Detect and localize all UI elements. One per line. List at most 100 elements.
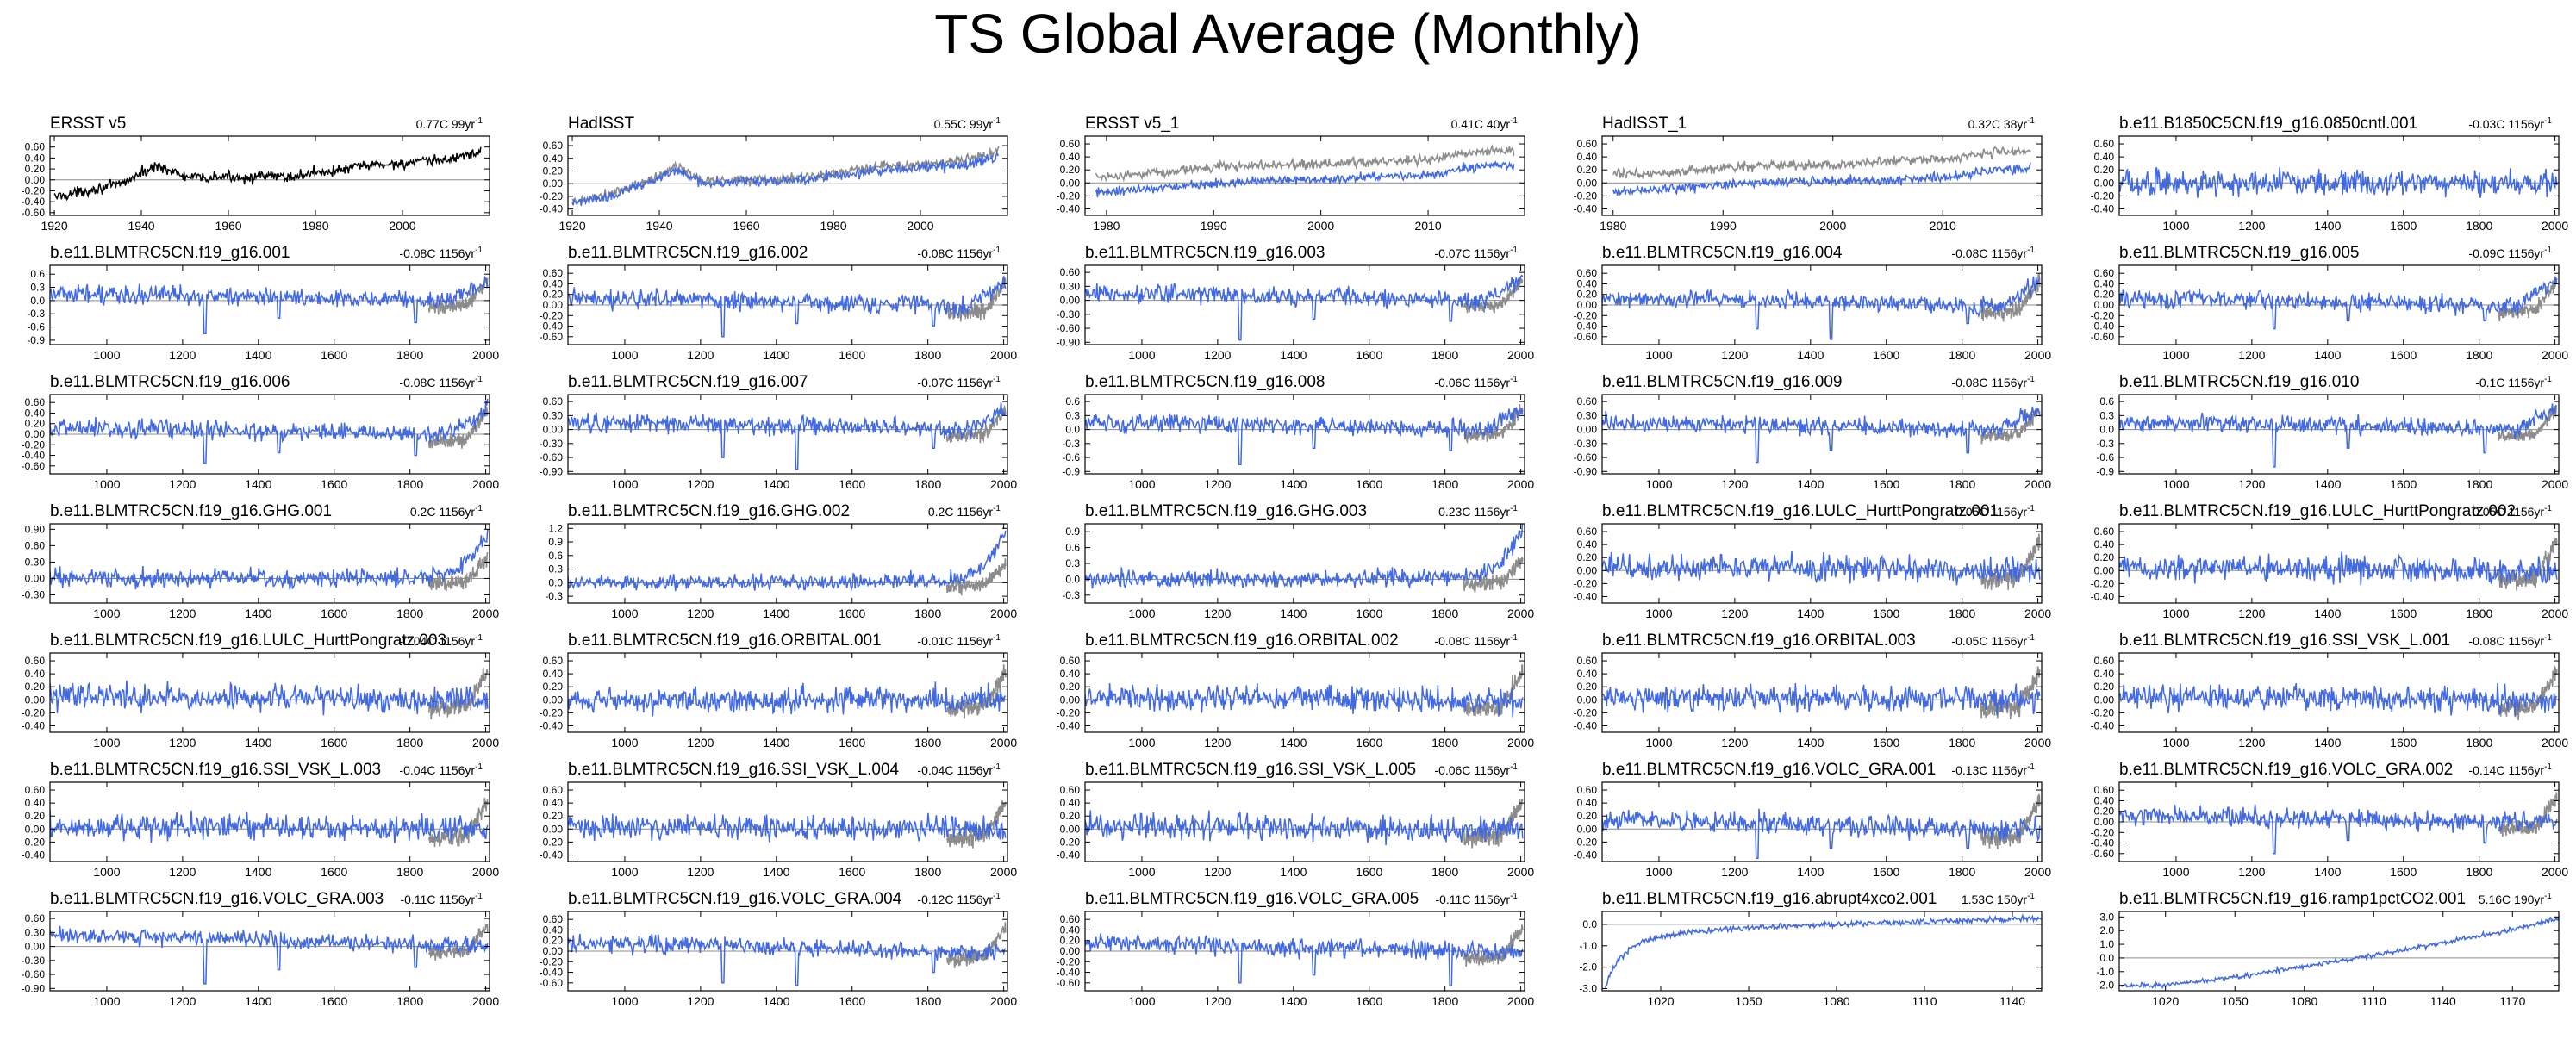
x-tick-label: 1400	[245, 994, 271, 1008]
y-tick-label: 0.60	[2094, 267, 2115, 279]
obs-series-line	[427, 552, 489, 592]
y-tick-label: 1.2	[548, 522, 563, 534]
plot-frame	[567, 135, 1008, 216]
y-tick-label: 0.60	[1577, 395, 1598, 408]
x-tick-label: 1400	[2314, 607, 2341, 620]
trend-label: -0.07C 1156yr-1	[917, 375, 1001, 389]
obs-series-line	[1095, 144, 1515, 183]
y-tick-label: 0.30	[25, 556, 46, 568]
obs-series-line	[1980, 533, 2041, 590]
plot-frame	[567, 652, 1008, 733]
obs-series-line	[427, 667, 489, 719]
x-tick-label: 1050	[1735, 994, 1762, 1008]
panel-title: b.e11.BLMTRC5CN.f19_g16.009	[1602, 373, 1842, 391]
y-tick-label: 0.00	[2094, 564, 2115, 576]
y-tick-label: -0.20	[540, 955, 564, 967]
panel: b.e11.BLMTRC5CN.f19_g16.VOLC_GRA.002 -0.1…	[2091, 761, 2569, 879]
trend-unit-superscript: -1	[1510, 762, 1518, 772]
obs-series-line	[945, 922, 1007, 968]
y-tick-label: 0.20	[2094, 289, 2115, 301]
y-tick-label: -0.20	[540, 190, 564, 202]
y-tick-label: -0.20	[1574, 577, 1598, 589]
x-tick-label: 1800	[1431, 607, 1458, 620]
model-series-line	[2119, 804, 2558, 855]
model-series-line	[1085, 932, 1524, 986]
y-tick-label: 0.60	[543, 395, 564, 408]
x-tick-label: 2000	[1507, 607, 1534, 620]
y-tick-label: 0.20	[2094, 806, 2115, 818]
y-tick-label: -0.40	[22, 719, 46, 731]
plot-frame	[1084, 264, 1525, 345]
y-tick-label: -0.40	[540, 203, 564, 215]
x-tick-label: 1200	[687, 607, 714, 620]
trend-label: -0.14C 1156yr-1	[2468, 762, 2552, 777]
x-tick-label: 2000	[1507, 865, 1534, 879]
y-tick-label: 0.3	[1065, 409, 1080, 421]
y-tick-label: 0.60	[1060, 784, 1081, 796]
y-tick-label: -0.60	[1574, 451, 1598, 464]
model-series-line	[568, 933, 1007, 986]
panel-title: b.e11.BLMTRC5CN.f19_g16.002	[568, 244, 808, 262]
y-tick-label: -0.20	[1057, 955, 1081, 967]
y-tick-label: -0.40	[1574, 202, 1598, 215]
x-tick-label: 1170	[2499, 994, 2525, 1008]
y-tick-label: 0.40	[543, 924, 564, 936]
panel-title: b.e11.BLMTRC5CN.f19_g16.SSI_VSK_L.001	[2119, 631, 2450, 650]
x-tick-label: 1600	[1356, 477, 1382, 491]
y-tick-label: 0.60	[1060, 266, 1081, 278]
y-tick-label: -0.3	[2096, 438, 2114, 450]
x-tick-label: 1110	[1912, 994, 1937, 1008]
y-tick-label: 0.00	[543, 694, 564, 706]
y-tick-label: 0.30	[543, 409, 564, 421]
x-tick-label: 1800	[1949, 607, 1975, 620]
plot-frame	[49, 652, 490, 733]
trend-label: -0.08C 1156yr-1	[1434, 633, 1518, 648]
model-series-line	[50, 925, 489, 985]
y-tick-label: -0.6	[1062, 451, 1080, 464]
panel-title: b.e11.BLMTRC5CN.f19_g16.SSI_VSK_L.003	[50, 761, 381, 779]
plot-frame	[2118, 652, 2560, 733]
model-series-line	[568, 530, 1007, 592]
y-tick-label: -0.90	[22, 982, 46, 994]
y-tick-label: -0.20	[1057, 706, 1081, 719]
y-tick-label: 0.20	[1060, 935, 1081, 947]
panel-title: b.e11.BLMTRC5CN.f19_g16.ORBITAL.002	[1085, 631, 1399, 650]
x-tick-label: 2000	[472, 865, 499, 879]
trend-label: 0.23C 1156yr-1	[1438, 504, 1518, 519]
y-tick-label: 0.9	[548, 536, 563, 548]
y-tick-label: -0.6	[27, 321, 45, 333]
y-tick-label: 0.60	[2094, 655, 2115, 667]
y-tick-label: 0.0	[30, 295, 45, 307]
trend-label: -0.08C 1156yr-1	[1951, 246, 2035, 260]
x-tick-label: 1000	[1128, 607, 1155, 620]
panel-title: b.e11.BLMTRC5CN.f19_g16.006	[50, 373, 290, 391]
x-tick-label: 1960	[215, 219, 241, 233]
x-tick-label: 1800	[1949, 865, 1975, 879]
y-tick-label: -0.3	[27, 308, 45, 320]
plot-frame	[567, 523, 1008, 604]
panel: b.e11.BLMTRC5CN.f19_g16.ramp1pctCO2.001 5…	[2096, 890, 2560, 1008]
obs-series-line	[1980, 408, 2041, 445]
x-tick-label: 2000	[1507, 994, 1534, 1008]
x-tick-label: 1000	[611, 736, 638, 750]
plot-frame	[567, 394, 1008, 475]
x-tick-label: 1800	[914, 994, 941, 1008]
x-tick-label: 1200	[2238, 348, 2265, 362]
panel: b.e11.BLMTRC5CN.f19_g16.LULC_HurttPongra…	[22, 631, 500, 750]
x-tick-label: 2000	[2024, 736, 2051, 750]
panel-title: b.e11.BLMTRC5CN.f19_g16.LULC_HurttPongra…	[1602, 502, 1999, 520]
trend-unit-superscript: -1	[2027, 116, 2035, 126]
y-tick-label: 0.60	[543, 140, 564, 152]
x-tick-label: 1400	[1280, 607, 1307, 620]
panel-title: b.e11.BLMTRC5CN.f19_g16.VOLC_GRA.002	[2119, 761, 2453, 779]
y-tick-label: 0.20	[1060, 810, 1081, 822]
x-tick-label: 1200	[687, 477, 714, 491]
x-tick-label: 1200	[2238, 477, 2265, 491]
panel: b.e11.BLMTRC5CN.f19_g16.004 -0.08C 1156yr…	[1574, 244, 2052, 362]
x-tick-label: 2000	[2024, 607, 2051, 620]
panel-title: b.e11.BLMTRC5CN.f19_g16.GHG.001	[50, 502, 332, 520]
x-tick-label: 1600	[1356, 348, 1382, 362]
x-tick-label: 1600	[2390, 607, 2417, 620]
x-tick-label: 1800	[2466, 348, 2492, 362]
y-tick-label: 0.00	[25, 941, 46, 953]
